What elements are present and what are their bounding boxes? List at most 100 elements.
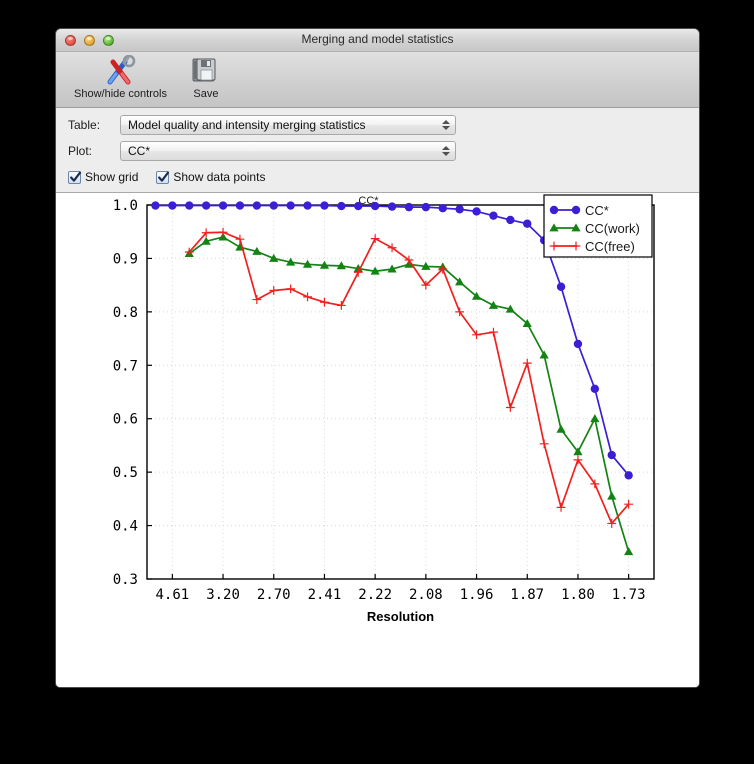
data-point-marker [286, 284, 296, 294]
x-axis-tick-label: 2.70 [257, 587, 291, 603]
data-point-marker [506, 215, 515, 225]
maximize-button[interactable] [103, 35, 114, 46]
show-data-points-label: Show data points [173, 170, 266, 184]
data-point-marker [201, 236, 211, 245]
data-point-marker [421, 202, 431, 212]
window-titlebar[interactable]: Merging and model statistics [56, 29, 699, 52]
data-point-marker [438, 204, 447, 213]
show-data-points-checkbox[interactable]: Show data points [156, 170, 265, 184]
data-point-marker [489, 327, 498, 337]
x-axis-tick-label: 1.87 [510, 587, 544, 603]
x-axis-title: Resolution [367, 609, 434, 624]
plot-select[interactable]: CC* [120, 141, 456, 161]
y-axis-tick-label: 0.4 [113, 519, 138, 535]
data-point-marker [370, 201, 380, 211]
data-point-marker [201, 228, 211, 238]
data-point-marker [489, 211, 498, 220]
y-axis-tick-label: 0.3 [113, 572, 138, 588]
data-point-marker [624, 499, 634, 509]
data-point-marker [455, 205, 464, 214]
data-point-marker [455, 307, 465, 317]
data-point-marker [573, 339, 583, 349]
data-point-marker [573, 455, 583, 465]
show-grid-checkbox[interactable]: Show grid [68, 170, 138, 184]
legend-label: CC(free) [585, 239, 635, 254]
data-point-marker [556, 503, 566, 512]
data-point-marker [590, 384, 600, 393]
x-axis-tick-label: 2.22 [358, 587, 392, 603]
data-point-marker [168, 201, 177, 210]
data-point-marker [370, 266, 380, 275]
data-point-marker [472, 330, 481, 340]
show-hide-controls-button[interactable]: Show/hide controls [70, 54, 171, 100]
data-point-marker [269, 253, 279, 262]
tools-icon [103, 54, 137, 87]
data-point-marker [590, 479, 600, 489]
minimize-button[interactable] [84, 35, 95, 46]
series-cc-free- [184, 227, 634, 528]
data-point-marker [455, 277, 465, 286]
data-point-marker [269, 286, 279, 295]
data-point-marker [303, 201, 312, 210]
table-row: Table: Model quality and intensity mergi… [56, 115, 699, 135]
y-axis-tick-label: 0.5 [113, 465, 138, 481]
y-axis-tick-label: 0.8 [113, 305, 138, 321]
data-point-marker [286, 201, 295, 210]
show-grid-label: Show grid [85, 170, 139, 184]
plot-select-value: CC* [128, 144, 151, 158]
data-point-marker [252, 295, 262, 304]
data-point-marker [218, 227, 228, 237]
y-axis-tick-label: 0.6 [113, 412, 138, 428]
table-select[interactable]: Model quality and intensity merging stat… [120, 115, 456, 135]
toolbar: Show/hide controls Save [56, 52, 699, 108]
data-point-marker [438, 264, 448, 274]
data-point-marker [303, 292, 312, 302]
legend-label: CC(work) [585, 221, 640, 236]
window-title: Merging and model statistics [301, 32, 454, 46]
legend-label: CC* [585, 203, 609, 218]
floppy-disk-save-icon [189, 55, 223, 87]
data-point-marker [302, 259, 313, 268]
data-point-marker [320, 201, 329, 210]
x-axis-tick-label: 4.61 [155, 587, 189, 603]
y-axis-tick-label: 0.7 [113, 358, 138, 374]
data-point-marker [218, 201, 228, 210]
save-button[interactable]: Save [185, 55, 227, 100]
data-point-marker [252, 201, 262, 210]
data-point-marker [590, 414, 600, 423]
data-point-marker [522, 358, 532, 368]
data-point-marker [185, 201, 194, 210]
data-point-marker [336, 261, 346, 270]
plot-frame [146, 204, 655, 580]
data-point-marker [336, 301, 346, 310]
data-point-marker [151, 201, 160, 210]
data-point-marker [607, 519, 617, 528]
data-point-marker [370, 234, 380, 244]
x-axis-tick-label: 1.73 [612, 587, 646, 603]
x-axis-tick-label: 2.41 [308, 587, 342, 603]
series-cc- [151, 201, 633, 480]
plot-label: Plot: [68, 144, 93, 158]
x-axis-tick-label: 3.20 [206, 587, 240, 603]
cc-star-chart[interactable]: 1.0 0.9 0.8 0.7 0.6 0.5 0.4 0.3 4.61 3.20 2.70 2.41… [56, 193, 699, 663]
table-label: Table: [68, 118, 101, 132]
data-point-marker [573, 447, 583, 456]
data-point-marker [235, 234, 245, 244]
data-point-marker [488, 300, 499, 309]
data-point-marker [387, 243, 397, 253]
data-point-marker [337, 201, 346, 211]
data-point-marker [387, 202, 397, 211]
application-window: Merging and model statistics [55, 28, 700, 688]
data-point-marker [421, 280, 431, 290]
show-hide-controls-label: Show/hide controls [74, 88, 167, 100]
data-point-marker [571, 223, 581, 232]
series-line [188, 231, 630, 525]
save-label: Save [193, 88, 219, 100]
data-point-marker [269, 201, 278, 210]
close-button[interactable] [65, 35, 76, 46]
checkbox-row: Show grid Show data points [56, 167, 699, 186]
data-point-marker [522, 319, 532, 328]
data-point-marker [539, 439, 549, 449]
x-axis-tick-label: 1.80 [561, 587, 595, 603]
